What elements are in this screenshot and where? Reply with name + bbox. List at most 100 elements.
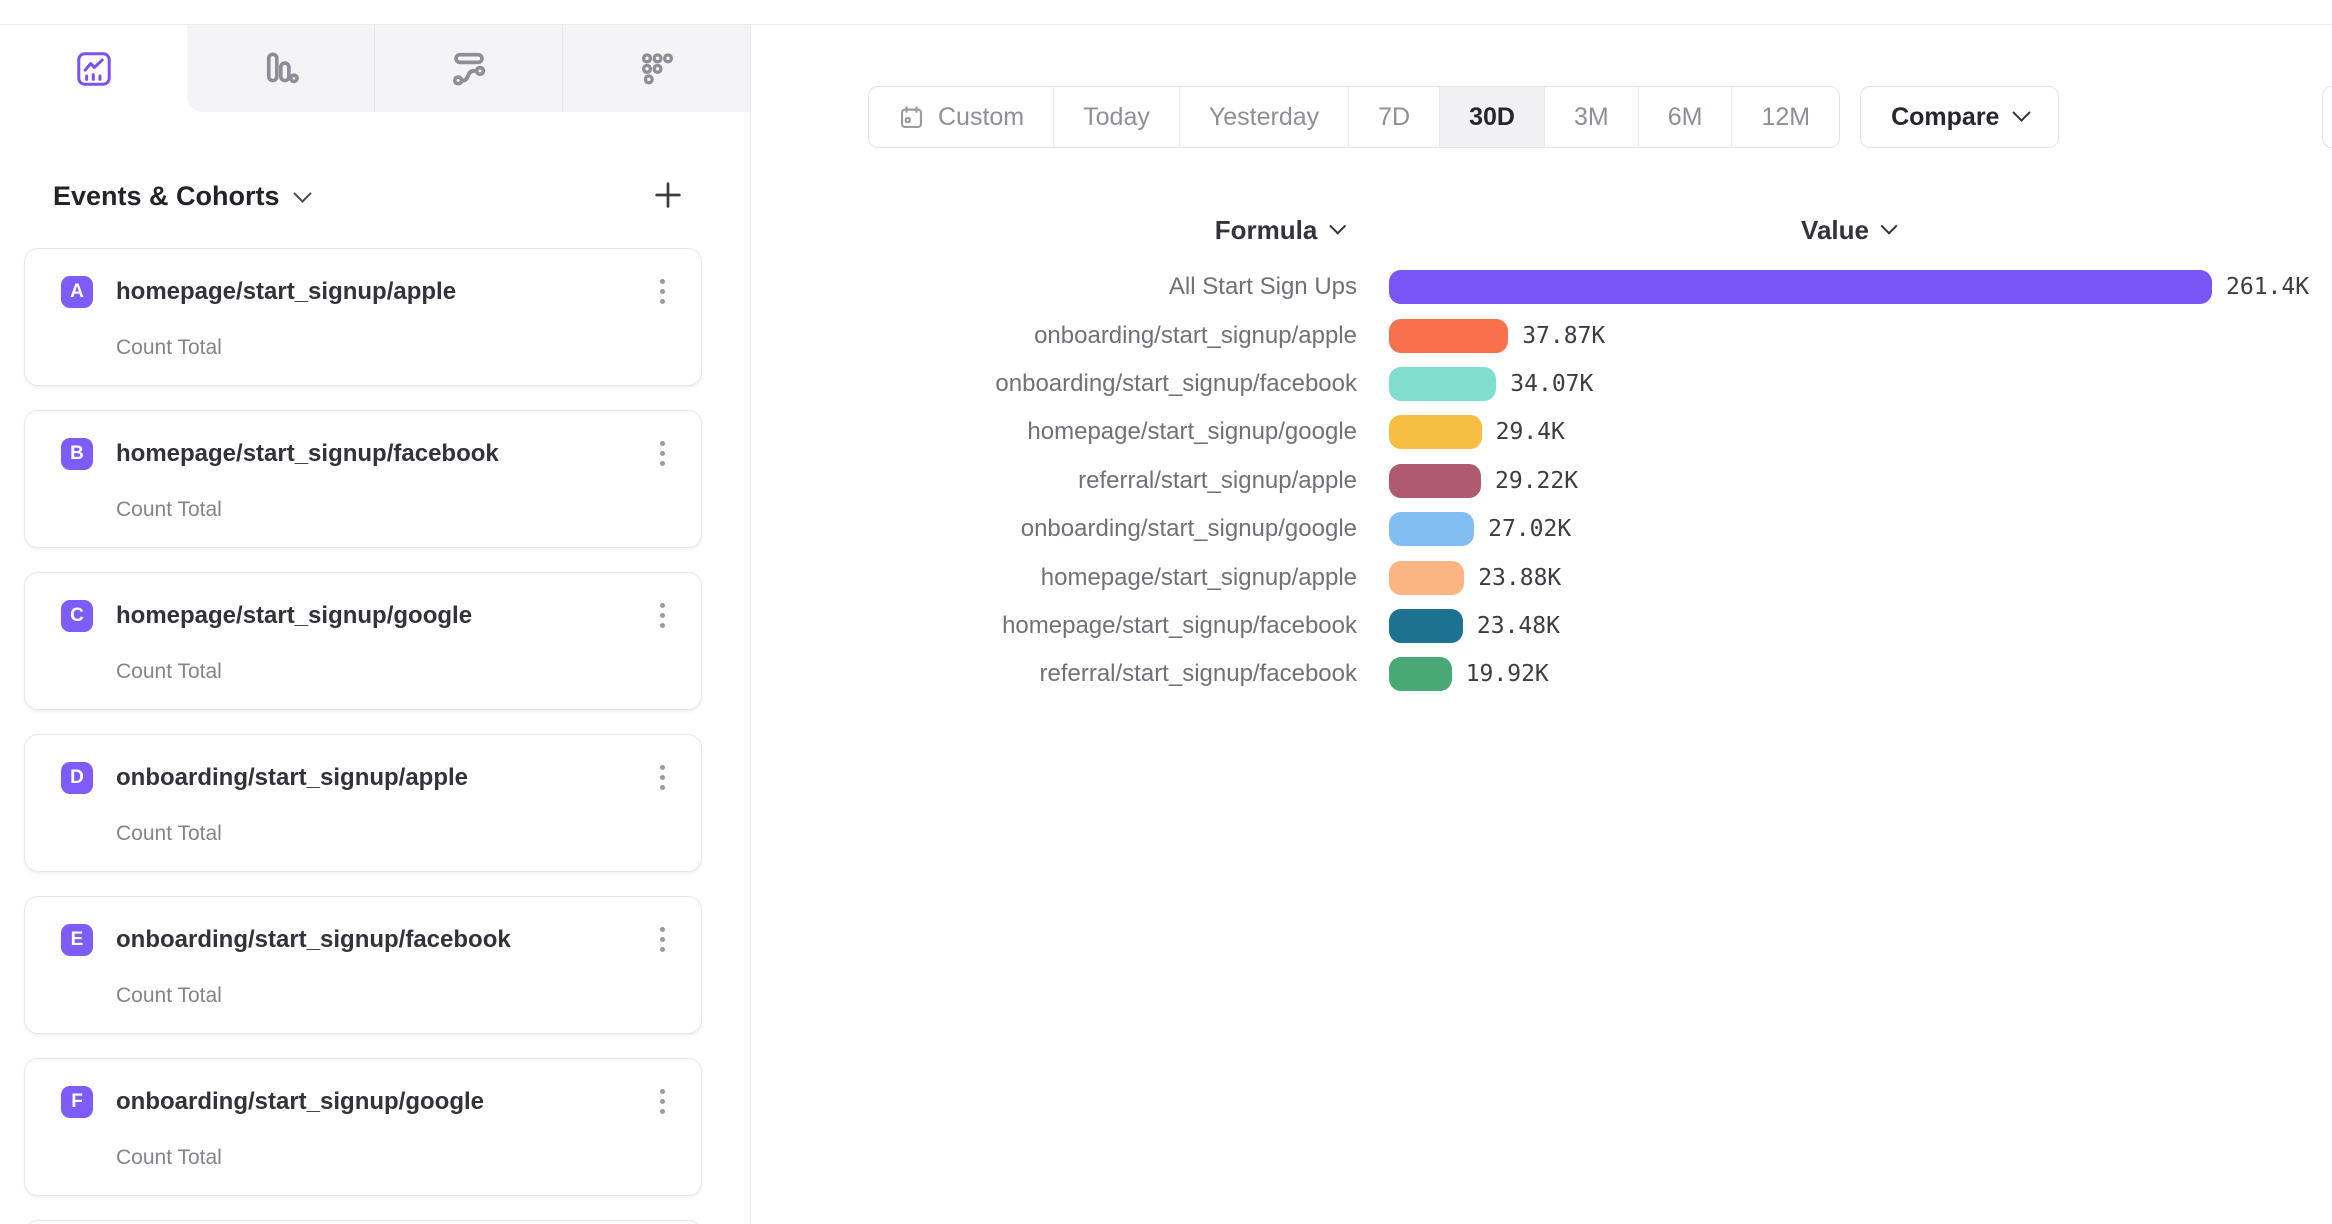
event-metric: Count Total — [116, 1146, 222, 1169]
chart-row: homepage/start_signup/google 29.4K — [751, 408, 2332, 456]
chart-bar-value: 34.07K — [1510, 370, 1594, 397]
kebab-menu-icon[interactable] — [652, 273, 673, 310]
chevron-down-icon — [1880, 217, 1898, 235]
date-range-option-3m[interactable]: 3M — [1543, 87, 1638, 147]
formula-header-label: Formula — [1214, 215, 1318, 245]
event-name: onboarding/start_signup/apple — [116, 763, 469, 791]
date-range-option-yesterday[interactable]: Yesterday — [1178, 87, 1348, 147]
kebab-menu-icon[interactable] — [652, 921, 673, 958]
date-range-controls: Custom Today Yesterday 7D 30D 3M 6M 12M Compare — [868, 86, 2060, 148]
chart-bar[interactable] — [1389, 608, 1463, 643]
chart-bar-value: 27.02K — [1488, 516, 1572, 543]
bar-chart-icon — [260, 48, 302, 90]
kebab-menu-icon[interactable] — [652, 759, 673, 796]
chart-row: All Start Sign Ups 261.4K — [751, 263, 2332, 311]
horizontal-bar-chart: All Start Sign Ups 261.4K onboarding/start… — [751, 263, 2332, 699]
flows-icon — [448, 48, 490, 90]
chart-bar-value: 19.92K — [1465, 661, 1549, 688]
date-range-option-label: Custom — [938, 102, 1025, 131]
chart-bar[interactable] — [1389, 270, 2212, 305]
tab-flows[interactable] — [374, 25, 562, 112]
chart-bar-value: 29.4K — [1495, 419, 1565, 446]
chevron-down-icon — [1328, 217, 1346, 235]
events-cohorts-label: Events & Cohorts — [53, 180, 280, 211]
chart-bar[interactable] — [1389, 366, 1497, 401]
calendar-icon — [898, 104, 925, 131]
report-type-tabs — [0, 25, 750, 112]
kebab-menu-icon[interactable] — [652, 597, 673, 634]
chart-row: homepage/start_signup/apple 23.88K — [751, 553, 2332, 601]
tab-retention[interactable] — [562, 25, 750, 112]
events-cohorts-header: Events & Cohorts — [0, 176, 750, 216]
chart-row-label: referral/start_signup/apple — [1078, 466, 1357, 494]
retention-dots-icon — [636, 48, 678, 90]
chart-row: homepage/start_signup/facebook 23.48K — [751, 602, 2332, 650]
date-range-option-today[interactable]: Today — [1053, 87, 1179, 147]
clipped-right-button[interactable] — [2322, 86, 2332, 148]
tab-bar-report[interactable] — [187, 25, 374, 112]
date-range-option-label: 12M — [1761, 102, 1811, 131]
chart-bar[interactable] — [1389, 463, 1481, 498]
add-event-button[interactable] — [646, 174, 690, 218]
kebab-menu-icon[interactable] — [652, 1083, 673, 1120]
chart-bar-value: 37.87K — [1522, 322, 1606, 349]
event-letter-badge: E — [61, 923, 93, 956]
compare-button[interactable]: Compare — [1860, 86, 2060, 148]
date-range-option-12m[interactable]: 12M — [1731, 87, 1839, 147]
event-card-partial[interactable] — [24, 1220, 702, 1224]
chevron-down-icon — [2012, 102, 2032, 122]
chart-bar-value: 23.88K — [1478, 564, 1562, 591]
chart-bar[interactable] — [1389, 560, 1465, 595]
kebab-menu-icon[interactable] — [652, 435, 673, 472]
compare-label: Compare — [1891, 102, 2000, 131]
chart-row-label: homepage/start_signup/facebook — [1002, 611, 1357, 639]
chart-bar[interactable] — [1389, 657, 1452, 692]
date-range-option-custom[interactable]: Custom — [869, 87, 1053, 147]
date-range-option-label: 7D — [1378, 102, 1411, 131]
event-name: homepage/start_signup/google — [116, 601, 473, 629]
date-range-segmented-control: Custom Today Yesterday 7D 30D 3M 6M 12M — [868, 86, 1841, 148]
value-column-dropdown[interactable]: Value — [1801, 215, 1898, 246]
date-range-option-7d[interactable]: 7D — [1348, 87, 1439, 147]
event-metric: Count Total — [116, 498, 222, 521]
report-main-area: Custom Today Yesterday 7D 30D 3M 6M 12M Compare… — [751, 25, 2332, 1224]
chart-bar-value: 29.22K — [1495, 467, 1579, 494]
chart-bar[interactable] — [1389, 512, 1475, 547]
chart-bar[interactable] — [1389, 318, 1509, 353]
chart-row: referral/start_signup/facebook 19.92K — [751, 650, 2332, 698]
event-name: homepage/start_signup/apple — [116, 277, 457, 305]
chart-row-label: referral/start_signup/facebook — [1039, 660, 1357, 688]
chart-row-label: onboarding/start_signup/google — [1020, 515, 1357, 543]
chart-row-label: homepage/start_signup/google — [1027, 418, 1357, 446]
formula-column-dropdown[interactable]: Formula — [1214, 215, 1346, 246]
event-letter-badge: D — [61, 761, 93, 794]
chart-bar-value: 261.4K — [2226, 274, 2310, 301]
date-range-option-6m[interactable]: 6M — [1637, 87, 1732, 147]
chart-row: onboarding/start_signup/google 27.02K — [751, 505, 2332, 553]
event-letter-badge: A — [61, 275, 93, 308]
event-letter-badge: F — [61, 1085, 93, 1118]
value-header-label: Value — [1801, 215, 1869, 245]
chart-row: onboarding/start_signup/apple 37.87K — [751, 311, 2332, 359]
event-metric: Count Total — [116, 984, 222, 1007]
date-range-option-30d[interactable]: 30D — [1439, 87, 1544, 147]
chart-row-label: homepage/start_signup/apple — [1040, 563, 1357, 591]
event-metric: Count Total — [116, 660, 222, 683]
tab-insights[interactable] — [0, 25, 187, 112]
chart-bar[interactable] — [1389, 415, 1482, 450]
chart-row-label: onboarding/start_signup/apple — [1034, 321, 1357, 349]
event-metric: Count Total — [116, 336, 222, 359]
chevron-down-icon — [292, 183, 312, 203]
event-name: homepage/start_signup/facebook — [116, 439, 499, 467]
events-cohorts-dropdown[interactable]: Events & Cohorts — [53, 180, 312, 212]
